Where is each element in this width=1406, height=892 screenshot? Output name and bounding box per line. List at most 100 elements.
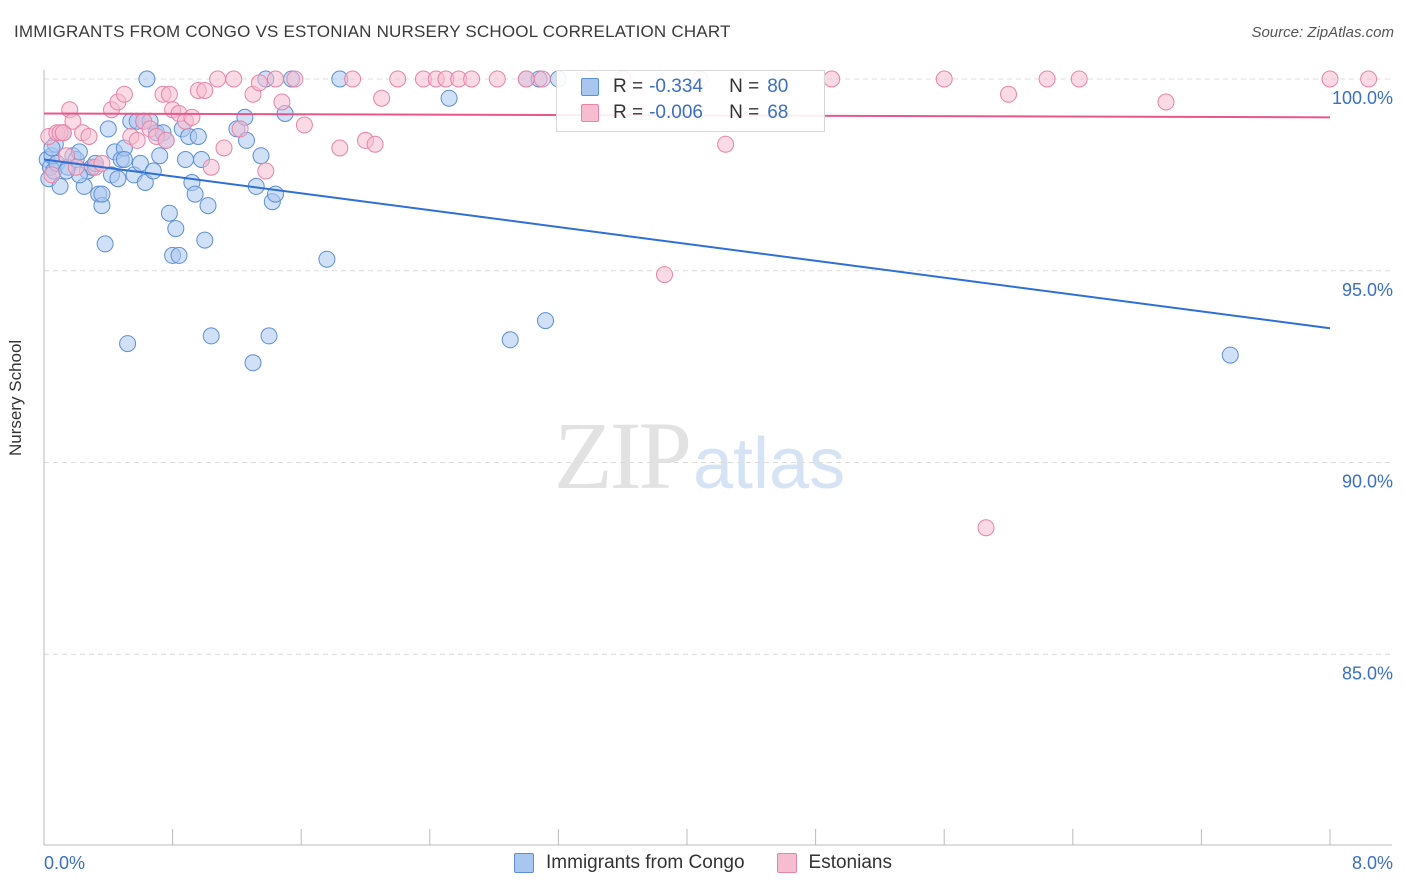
y-tick-label: 100.0%	[1332, 88, 1393, 108]
data-point	[196, 82, 214, 99]
data-point	[58, 147, 75, 165]
data-point	[260, 327, 278, 345]
legend-n-label: N =	[729, 76, 760, 97]
data-point	[1038, 70, 1056, 88]
data-point	[1360, 70, 1378, 88]
data-point	[344, 70, 362, 88]
data-point	[273, 93, 291, 111]
data-point	[533, 70, 551, 88]
data-point	[54, 124, 72, 142]
trend-line-congo	[43, 158, 1331, 330]
axes	[43, 70, 1392, 846]
legend-r-label: R =	[613, 102, 644, 123]
data-point	[488, 70, 506, 88]
data-point	[209, 70, 227, 88]
data-point	[138, 70, 156, 88]
data-point	[93, 185, 111, 203]
legend-row-congo: R = -0.334 N = 80	[581, 75, 788, 99]
data-point	[183, 108, 201, 126]
data-point	[99, 120, 117, 138]
data-point	[215, 139, 233, 157]
y-tick-label: 85.0%	[1342, 663, 1393, 683]
legend-n-label: N =	[729, 102, 760, 123]
data-point	[295, 116, 313, 134]
data-point	[656, 266, 673, 284]
y-tick-label: 95.0%	[1342, 280, 1393, 300]
data-point	[244, 354, 262, 372]
source-credit: Source: ZipAtlas.com	[1251, 24, 1394, 41]
data-point	[115, 151, 133, 168]
legend-n-value: 68	[767, 102, 789, 123]
legend-r-value: -0.006	[649, 102, 703, 123]
x-tick-label-min: 0.0%	[44, 853, 85, 873]
data-point	[977, 519, 995, 537]
data-point	[1221, 346, 1239, 364]
data-point	[93, 154, 111, 172]
legend-swatch-blue	[581, 78, 599, 96]
data-point	[196, 231, 214, 249]
data-point	[823, 70, 841, 88]
data-point	[167, 220, 185, 238]
x-tick-label-max: 8.0%	[1352, 853, 1393, 873]
data-point	[267, 70, 284, 88]
legend-n-value: 80	[767, 76, 789, 97]
data-point	[202, 158, 220, 176]
legend-swatch-pink	[581, 104, 599, 122]
data-point	[96, 235, 114, 253]
legend-label-congo: Immigrants from Congo	[546, 852, 745, 873]
data-point	[157, 131, 175, 149]
data-point	[231, 120, 249, 138]
data-point	[144, 162, 162, 180]
legend-row-estonians: R = -0.006 N = 68	[581, 101, 788, 125]
data-point	[286, 70, 304, 88]
data-point	[501, 331, 519, 349]
data-point	[331, 139, 349, 157]
watermark-atlas: atlas	[693, 424, 846, 504]
chart-title: IMMIGRANTS FROM CONGO VS ESTONIAN NURSER…	[14, 22, 731, 41]
data-point	[160, 204, 178, 222]
legend-swatch-pink	[776, 853, 797, 873]
series-legend: Immigrants from Congo Estonians	[0, 852, 1406, 874]
legend-r-label: R =	[613, 76, 644, 97]
watermark-zip: ZIP	[554, 402, 692, 509]
legend-swatch-blue	[514, 853, 535, 873]
tick-labels: 100.0% 95.0% 90.0% 85.0% 0.0% 8.0%	[44, 88, 1393, 873]
data-point	[128, 131, 146, 149]
data-point	[177, 151, 194, 168]
data-point	[463, 70, 481, 88]
data-point	[717, 135, 735, 153]
data-point	[1321, 70, 1339, 88]
data-point	[80, 128, 98, 145]
data-point	[115, 85, 133, 103]
data-point	[199, 197, 217, 215]
data-point	[160, 85, 178, 103]
data-point	[1157, 93, 1175, 111]
trend-lines	[43, 112, 1331, 330]
data-point	[109, 170, 127, 188]
data-point	[189, 128, 207, 145]
data-point	[186, 185, 204, 203]
series-estonians-points	[40, 70, 1378, 537]
data-point	[225, 70, 243, 88]
data-point	[1000, 85, 1017, 103]
data-point	[250, 74, 268, 92]
data-point	[119, 335, 137, 353]
data-point	[318, 250, 336, 268]
data-point	[366, 135, 384, 153]
data-point	[935, 70, 953, 88]
data-point	[151, 147, 169, 165]
data-point	[170, 246, 188, 264]
correlation-legend: R = -0.334 N = 80 R = -0.006 N = 68	[556, 70, 825, 132]
legend-item-congo: Immigrants from Congo	[514, 852, 745, 874]
data-point	[1070, 70, 1088, 88]
legend-r-value: -0.334	[649, 76, 703, 97]
watermark: ZIPatlas	[554, 400, 845, 511]
data-point	[440, 89, 458, 107]
data-point	[517, 70, 535, 88]
data-point	[202, 327, 220, 345]
data-point	[389, 70, 407, 88]
legend-label-estonians: Estonians	[808, 852, 892, 873]
data-point	[537, 312, 554, 330]
data-point	[67, 158, 85, 176]
